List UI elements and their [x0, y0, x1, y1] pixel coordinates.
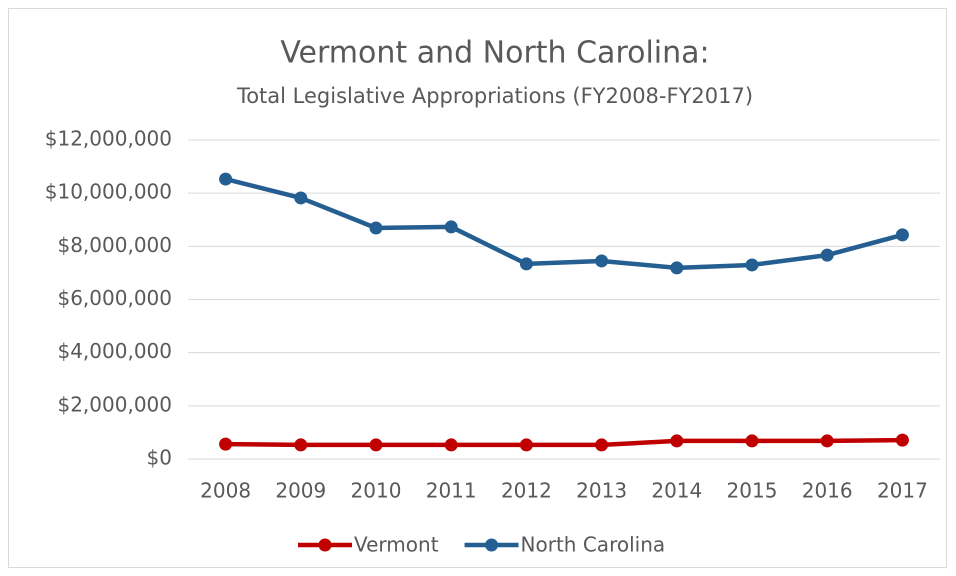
- chart-subtitle: Total Legislative Appropriations (FY2008…: [236, 84, 753, 108]
- legend-label: North Carolina: [521, 533, 666, 557]
- chart-border: [8, 8, 947, 568]
- data-point: [595, 254, 609, 268]
- x-tick-label: 2016: [802, 479, 853, 503]
- x-tick-label: 2009: [275, 479, 326, 503]
- legend-label: Vermont: [354, 533, 439, 557]
- y-tick-label: $6,000,000: [57, 286, 172, 310]
- x-tick-label: 2011: [426, 479, 477, 503]
- data-point: [745, 434, 759, 448]
- chart-title: Vermont and North Carolina:: [280, 36, 709, 71]
- data-point: [820, 434, 834, 448]
- data-point: [670, 434, 684, 448]
- data-point: [595, 438, 609, 452]
- data-point: [369, 438, 383, 452]
- data-point: [444, 220, 458, 234]
- data-point: [895, 228, 909, 242]
- data-point: [820, 248, 834, 262]
- data-point: [219, 172, 233, 186]
- y-tick-label: $2,000,000: [57, 392, 172, 416]
- legend-marker: [485, 538, 499, 552]
- x-tick-label: 2012: [501, 479, 552, 503]
- data-point: [369, 221, 383, 235]
- x-tick-label: 2017: [877, 479, 928, 503]
- y-tick-label: $0: [147, 446, 172, 470]
- y-tick-label: $10,000,000: [45, 180, 172, 204]
- legend-marker: [318, 538, 332, 552]
- data-point: [745, 258, 759, 272]
- data-point: [519, 257, 533, 271]
- data-point: [294, 191, 308, 205]
- data-point: [519, 438, 533, 452]
- y-tick-label: $4,000,000: [57, 339, 172, 363]
- data-point: [670, 261, 684, 275]
- data-point: [219, 437, 233, 451]
- y-tick-label: $8,000,000: [57, 233, 172, 257]
- x-tick-label: 2013: [576, 479, 627, 503]
- x-tick-label: 2014: [651, 479, 702, 503]
- x-tick-label: 2015: [727, 479, 778, 503]
- data-point: [294, 438, 308, 452]
- series-line: [225, 437, 903, 448]
- x-tick-label: 2008: [200, 479, 251, 503]
- data-point: [895, 433, 909, 447]
- series-line: [225, 176, 903, 271]
- y-tick-label: $12,000,000: [45, 127, 172, 151]
- data-point: [444, 438, 458, 452]
- x-tick-label: 2010: [351, 479, 402, 503]
